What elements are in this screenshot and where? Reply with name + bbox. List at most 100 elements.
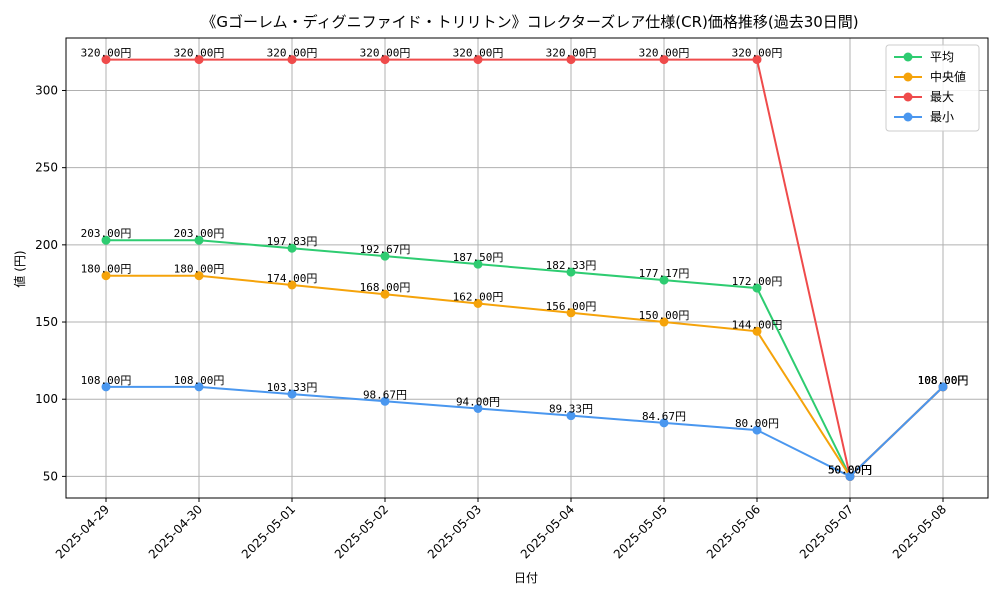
data-point — [101, 271, 111, 281]
data-point — [194, 271, 204, 281]
data-label: 98.67円 — [363, 388, 407, 401]
legend-marker — [903, 112, 913, 122]
data-label: 50.00円 — [828, 463, 872, 476]
data-point — [752, 55, 762, 65]
data-label: 108.00円 — [918, 374, 969, 387]
plot-area-frame — [65, 37, 989, 499]
data-label: 174.00円 — [267, 272, 318, 285]
x-tick-label: 2025-05-03 — [425, 502, 484, 561]
data-label: 50.00円 — [828, 463, 872, 476]
data-label: 320.00円 — [453, 47, 504, 60]
y-tick-label: 300 — [35, 83, 58, 97]
data-point — [566, 308, 576, 318]
data-point — [752, 425, 762, 435]
legend-marker — [903, 72, 913, 82]
data-label: 177.17円 — [639, 267, 690, 280]
data-point — [287, 55, 297, 65]
data-point — [659, 275, 669, 285]
data-label: 50.00円 — [828, 463, 872, 476]
data-label: 144.00円 — [732, 318, 783, 331]
data-point — [566, 411, 576, 421]
x-tick-label: 2025-04-30 — [146, 502, 205, 561]
data-label: 203.00円 — [174, 227, 225, 240]
x-tick-label: 2025-05-08 — [890, 502, 949, 561]
series-line — [106, 239, 944, 479]
series-layer — [101, 55, 948, 481]
data-point — [752, 326, 762, 336]
x-tick-label: 2025-05-05 — [611, 502, 670, 561]
series-3 — [101, 382, 948, 481]
data-label: 80.00円 — [735, 417, 779, 430]
data-point — [194, 382, 204, 392]
x-axis-ticks: 2025-04-29 2025-04-30 2025-05-01 2025-05-02… — [53, 498, 949, 561]
series-line — [106, 274, 944, 478]
data-point — [101, 235, 111, 245]
y-tick-label: 50 — [43, 469, 58, 483]
data-label: 108.00円 — [918, 374, 969, 387]
x-tick-label: 2025-05-07 — [797, 502, 856, 561]
series-line — [106, 385, 944, 478]
x-tick-label: 2025-05-06 — [704, 502, 763, 561]
y-axis-title: 値 (円) — [12, 250, 27, 287]
data-label: 320.00円 — [546, 47, 597, 60]
data-label: 84.67円 — [642, 410, 686, 423]
series-line — [106, 58, 944, 479]
legend-item: 最大 — [894, 90, 954, 104]
data-label: 162.00円 — [453, 291, 504, 304]
data-point — [473, 259, 483, 269]
data-point — [659, 317, 669, 327]
data-label: 180.00円 — [81, 263, 132, 276]
legend-item: 平均 — [894, 50, 954, 64]
x-tick-label: 2025-05-02 — [332, 502, 391, 561]
y-axis-ticks: 50 100 150 200 250 300 — [35, 83, 66, 483]
data-point — [566, 55, 576, 65]
data-point — [194, 235, 204, 245]
data-point — [380, 289, 390, 299]
legend-label: 最小 — [930, 110, 954, 124]
data-label: 320.00円 — [267, 47, 318, 60]
data-label: 182.33円 — [546, 259, 597, 272]
x-tick-label: 2025-05-04 — [518, 502, 577, 561]
legend-label: 中央値 — [930, 69, 966, 84]
x-axis-title: 日付 — [514, 571, 538, 585]
data-label: 197.83円 — [267, 235, 318, 248]
legend-marker — [903, 92, 913, 102]
data-point — [473, 299, 483, 309]
data-label: 320.00円 — [732, 47, 783, 60]
data-point — [566, 267, 576, 277]
data-point — [287, 389, 297, 399]
data-point — [101, 382, 111, 392]
data-label: 192.67円 — [360, 243, 411, 256]
data-point — [752, 283, 762, 293]
data-point — [845, 471, 855, 481]
data-point — [101, 55, 111, 65]
legend-marker — [903, 52, 913, 62]
data-label: 320.00円 — [360, 47, 411, 60]
data-label: 89.33円 — [549, 403, 593, 416]
data-point — [659, 418, 669, 428]
x-tick-label: 2025-04-29 — [53, 502, 112, 561]
data-label: 320.00円 — [639, 47, 690, 60]
data-point — [287, 243, 297, 253]
data-label: 50.00円 — [828, 463, 872, 476]
legend-item: 中央値 — [894, 69, 966, 84]
data-labels-layer: 203.00円 203.00円 197.83円 192.67円 187.50円 182.3… — [81, 47, 969, 477]
y-tick-label: 100 — [35, 392, 58, 406]
y-tick-label: 200 — [35, 238, 58, 252]
data-point — [287, 280, 297, 290]
data-point — [659, 55, 669, 65]
legend-item: 最小 — [894, 110, 954, 124]
data-label: 108.00円 — [81, 374, 132, 387]
x-tick-label: 2025-05-01 — [239, 502, 298, 561]
data-label: 180.00円 — [174, 263, 225, 276]
data-label: 108.00円 — [918, 374, 969, 387]
data-point — [380, 55, 390, 65]
data-point — [938, 382, 948, 392]
data-label: 187.50円 — [453, 251, 504, 264]
data-label: 94.00円 — [456, 395, 500, 408]
data-point — [380, 396, 390, 406]
grid-lines — [66, 38, 988, 498]
data-point — [473, 403, 483, 413]
